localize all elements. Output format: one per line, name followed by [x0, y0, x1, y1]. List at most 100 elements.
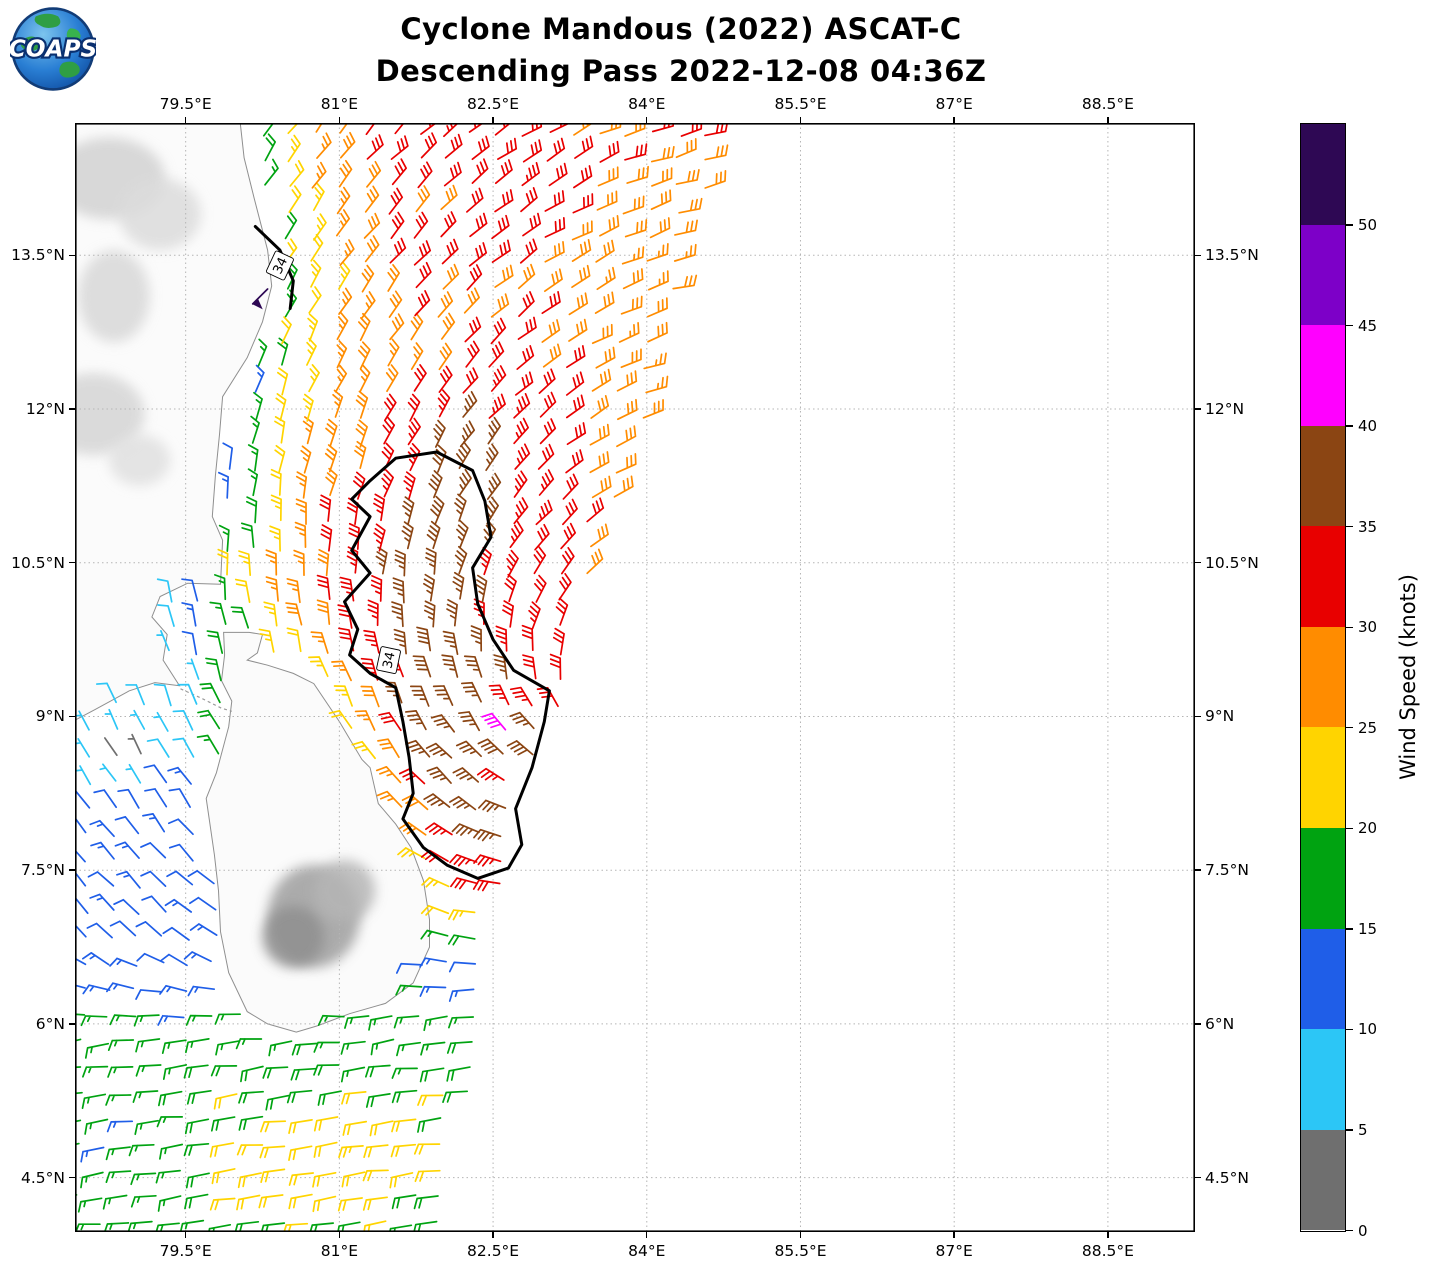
wind-barb [535, 499, 553, 526]
wind-barb-staff [412, 1220, 438, 1232]
wind-barb [419, 985, 447, 997]
wind-barb [441, 238, 459, 265]
wind-barb [502, 600, 514, 628]
wind-barb [274, 416, 286, 444]
wind-barb-staff [265, 1094, 290, 1111]
wind-barb-staff [159, 984, 188, 995]
wind-barb-staff [415, 185, 431, 213]
wind-barb [469, 212, 488, 238]
wind-barb [621, 246, 645, 265]
wind-barb [332, 389, 344, 418]
wind-barb [157, 1014, 185, 1026]
wind-barb [402, 496, 415, 525]
wind-barb [268, 1040, 293, 1057]
wind-barb-staff [458, 711, 481, 732]
wind-barb-staff [181, 630, 198, 656]
wind-barb-staff [222, 442, 234, 470]
wind-barb [586, 548, 604, 575]
wind-barb-staff [334, 364, 348, 393]
wind-barb [642, 398, 664, 419]
wind-barb [597, 166, 619, 187]
chart-title-line2: Descending Pass 2022-12-08 04:36Z [375, 54, 987, 89]
wind-barb [355, 419, 368, 448]
wind-barb [75, 1012, 86, 1024]
coaps-logo: COAPS [7, 6, 99, 92]
wind-barb-staff [199, 682, 221, 704]
wind-barb [444, 133, 463, 159]
wind-barb [217, 471, 230, 499]
wind-barb-staff [464, 316, 482, 343]
wind-barb [153, 711, 169, 732]
wind-barb [448, 909, 476, 921]
wind-barb [260, 1120, 287, 1133]
wind-barb-staff [117, 788, 140, 809]
wind-barb [477, 799, 507, 813]
wind-barb [589, 423, 610, 446]
wind-barb-staff [423, 793, 451, 808]
wind-barb-staff [335, 209, 351, 237]
wind-barb-staff [651, 123, 676, 133]
wind-barb-staff [646, 243, 669, 262]
wind-barb [548, 162, 568, 187]
wind-barb [238, 1115, 264, 1131]
wind-barb-staff [114, 841, 140, 859]
wind-barb [313, 1141, 338, 1158]
colorbar-tick-mark [1346, 727, 1353, 729]
wind-barb-staff [391, 601, 404, 628]
wind-barb-staff [590, 523, 609, 548]
wind-barb-staff [135, 989, 163, 1000]
wind-barb [336, 186, 351, 215]
wind-barb-staff [425, 742, 453, 759]
wind-barb [407, 393, 421, 422]
wind-barb [591, 475, 612, 499]
contour-layer: 34 34 [253, 225, 551, 880]
wind-barb-staff [430, 714, 456, 733]
wind-barb-staff [313, 1041, 340, 1053]
wind-barb-staff [643, 352, 667, 370]
wind-barb [504, 573, 517, 603]
wind-barb-staff [127, 733, 142, 755]
wind-barb [312, 1171, 337, 1188]
wind-barb [468, 123, 488, 133]
wind-barb-staff [215, 1040, 240, 1056]
x-tick-label-bottom: 84°E [628, 1242, 666, 1260]
wind-barb [77, 1197, 103, 1213]
wind-barb [262, 123, 278, 137]
wind-barb-staff [306, 337, 317, 366]
terrain-shading [78, 250, 150, 343]
wind-barb-staff [513, 470, 528, 498]
wind-barb-staff [437, 389, 451, 418]
wind-barb [487, 416, 501, 445]
wind-barb-staff [391, 158, 407, 186]
wind-barb-staff [183, 951, 212, 963]
wind-barb [107, 1066, 134, 1078]
wind-barb-staff [534, 574, 547, 603]
wind-barb-staff [407, 417, 421, 446]
wind-barb-staff [647, 270, 669, 291]
wind-barb-staff [599, 123, 622, 135]
wind-barb [135, 1038, 161, 1053]
wind-barb [458, 468, 472, 497]
wind-barb [364, 185, 380, 213]
wind-barb-staff [316, 132, 332, 159]
wind-barb [521, 624, 534, 652]
wind-barb-staff [390, 211, 405, 240]
wind-barb-staff [210, 1065, 238, 1077]
x-tick-mark-top [799, 117, 802, 123]
wind-barb-staff [502, 600, 514, 628]
wind-barb [317, 1090, 342, 1106]
wind-barb-staff [325, 467, 338, 497]
wind-barb [133, 1014, 160, 1027]
wind-barb [615, 453, 637, 474]
wind-barb [490, 317, 507, 345]
wind-barb [293, 549, 305, 577]
wind-barb-staff [106, 982, 135, 993]
wind-barb [651, 123, 676, 133]
wind-barb [288, 1119, 313, 1135]
wind-barb [140, 870, 167, 887]
wind-barb [75, 1091, 83, 1106]
wind-barb [425, 547, 437, 575]
wind-barb-staff [286, 1089, 313, 1104]
y-tick-label-left: 4.5°N [21, 1168, 65, 1187]
wind-barb [335, 209, 351, 237]
